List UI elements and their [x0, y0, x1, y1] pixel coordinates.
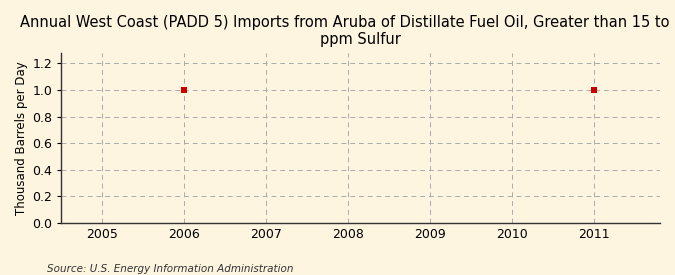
Y-axis label: Thousand Barrels per Day: Thousand Barrels per Day	[15, 61, 28, 215]
Title: Annual West Coast (PADD 5) Imports from Aruba of Distillate Fuel Oil, Greater th: Annual West Coast (PADD 5) Imports from …	[20, 15, 675, 47]
Point	[179, 88, 190, 92]
Point	[589, 88, 600, 92]
Text: Source: U.S. Energy Information Administration: Source: U.S. Energy Information Administ…	[47, 264, 294, 274]
